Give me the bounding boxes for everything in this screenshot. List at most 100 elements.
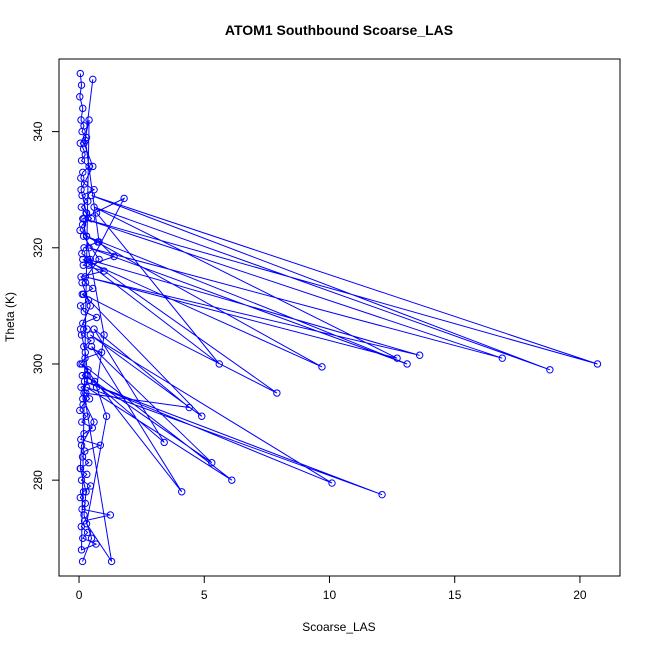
data-point xyxy=(82,371,90,380)
data-point xyxy=(77,203,85,211)
data-point xyxy=(81,348,89,357)
y-axis-label: Theta (K) xyxy=(3,292,17,342)
data-point xyxy=(85,459,93,467)
data-point xyxy=(80,511,88,519)
data-point xyxy=(78,278,86,287)
y-tick-label: 320 xyxy=(31,237,45,257)
data-point xyxy=(83,528,92,537)
data-point xyxy=(86,302,95,310)
data-point xyxy=(498,354,506,362)
data-point xyxy=(328,479,336,487)
data-point xyxy=(81,354,89,362)
data-point xyxy=(273,389,281,397)
data-point xyxy=(87,215,96,223)
series-layer xyxy=(76,69,602,566)
data-point xyxy=(87,337,95,345)
data-point xyxy=(78,453,87,461)
x-tick-label: 0 xyxy=(76,588,83,602)
data-point xyxy=(87,191,96,200)
data-point xyxy=(77,476,86,484)
data-point xyxy=(82,488,90,496)
data-point xyxy=(593,360,602,368)
data-point xyxy=(82,412,90,420)
data-point xyxy=(107,557,116,566)
series-line xyxy=(81,79,598,562)
data-point xyxy=(79,104,87,113)
data-point xyxy=(87,342,96,351)
x-tick-label: 15 xyxy=(448,588,462,602)
data-point xyxy=(80,180,89,188)
data-point xyxy=(77,81,86,89)
data-point xyxy=(100,267,108,275)
data-point xyxy=(80,389,88,397)
data-point xyxy=(87,534,96,542)
data-point xyxy=(81,151,89,159)
data-point xyxy=(77,156,86,165)
x-axis-label: Scoarse_LAS xyxy=(302,620,375,634)
data-point xyxy=(208,459,216,467)
y-tick-label: 280 xyxy=(31,470,45,490)
data-point xyxy=(78,557,87,566)
data-point xyxy=(546,366,554,374)
data-point xyxy=(393,354,401,362)
data-point xyxy=(79,215,87,223)
data-point xyxy=(378,490,386,499)
data-point xyxy=(81,273,89,281)
data-point xyxy=(76,93,84,101)
data-point xyxy=(81,136,89,145)
x-tick-label: 20 xyxy=(573,588,587,602)
data-point xyxy=(81,278,90,287)
data-point xyxy=(78,127,86,136)
data-point xyxy=(110,252,118,261)
data-point xyxy=(85,244,93,252)
data-point xyxy=(84,197,92,206)
data-point xyxy=(79,255,87,264)
data-point xyxy=(215,360,223,368)
data-point xyxy=(80,307,88,316)
data-point xyxy=(120,194,128,203)
data-point xyxy=(77,116,85,124)
data-point xyxy=(85,116,93,124)
data-point xyxy=(90,418,98,426)
data-point xyxy=(89,162,97,171)
y-tick-label: 300 xyxy=(31,354,45,374)
data-point xyxy=(90,325,98,333)
data-point xyxy=(76,69,84,78)
data-point xyxy=(100,331,108,339)
data-point xyxy=(92,540,100,548)
data-point xyxy=(79,261,87,269)
data-point xyxy=(76,226,84,235)
data-point xyxy=(77,383,85,391)
data-point xyxy=(76,464,84,473)
data-point xyxy=(318,363,326,371)
plot-area xyxy=(58,58,621,577)
data-point xyxy=(95,238,103,246)
data-point xyxy=(89,75,97,84)
x-tick-label: 10 xyxy=(323,588,337,602)
data-point xyxy=(80,429,88,438)
data-point xyxy=(77,441,86,449)
data-point xyxy=(90,203,98,211)
data-point xyxy=(403,360,411,368)
data-point xyxy=(160,438,168,447)
data-point xyxy=(198,412,206,420)
data-point xyxy=(78,360,86,368)
data-point xyxy=(77,174,85,182)
data-point xyxy=(83,470,91,479)
data-point xyxy=(76,406,84,415)
data-point xyxy=(85,261,93,269)
chart-title: ATOM1 Southbound Scoarse_LAS xyxy=(225,22,453,38)
data-point xyxy=(78,418,86,426)
data-point xyxy=(81,499,89,508)
data-point xyxy=(77,546,86,554)
data-point xyxy=(79,290,88,298)
data-point xyxy=(77,435,85,444)
data-point xyxy=(76,325,85,333)
data-point xyxy=(86,331,95,339)
data-point xyxy=(92,383,101,391)
y-tick-label: 340 xyxy=(31,121,45,141)
data-point xyxy=(92,313,101,322)
data-point xyxy=(415,351,424,359)
x-axis: 0 5 10 15 20 xyxy=(76,575,587,602)
